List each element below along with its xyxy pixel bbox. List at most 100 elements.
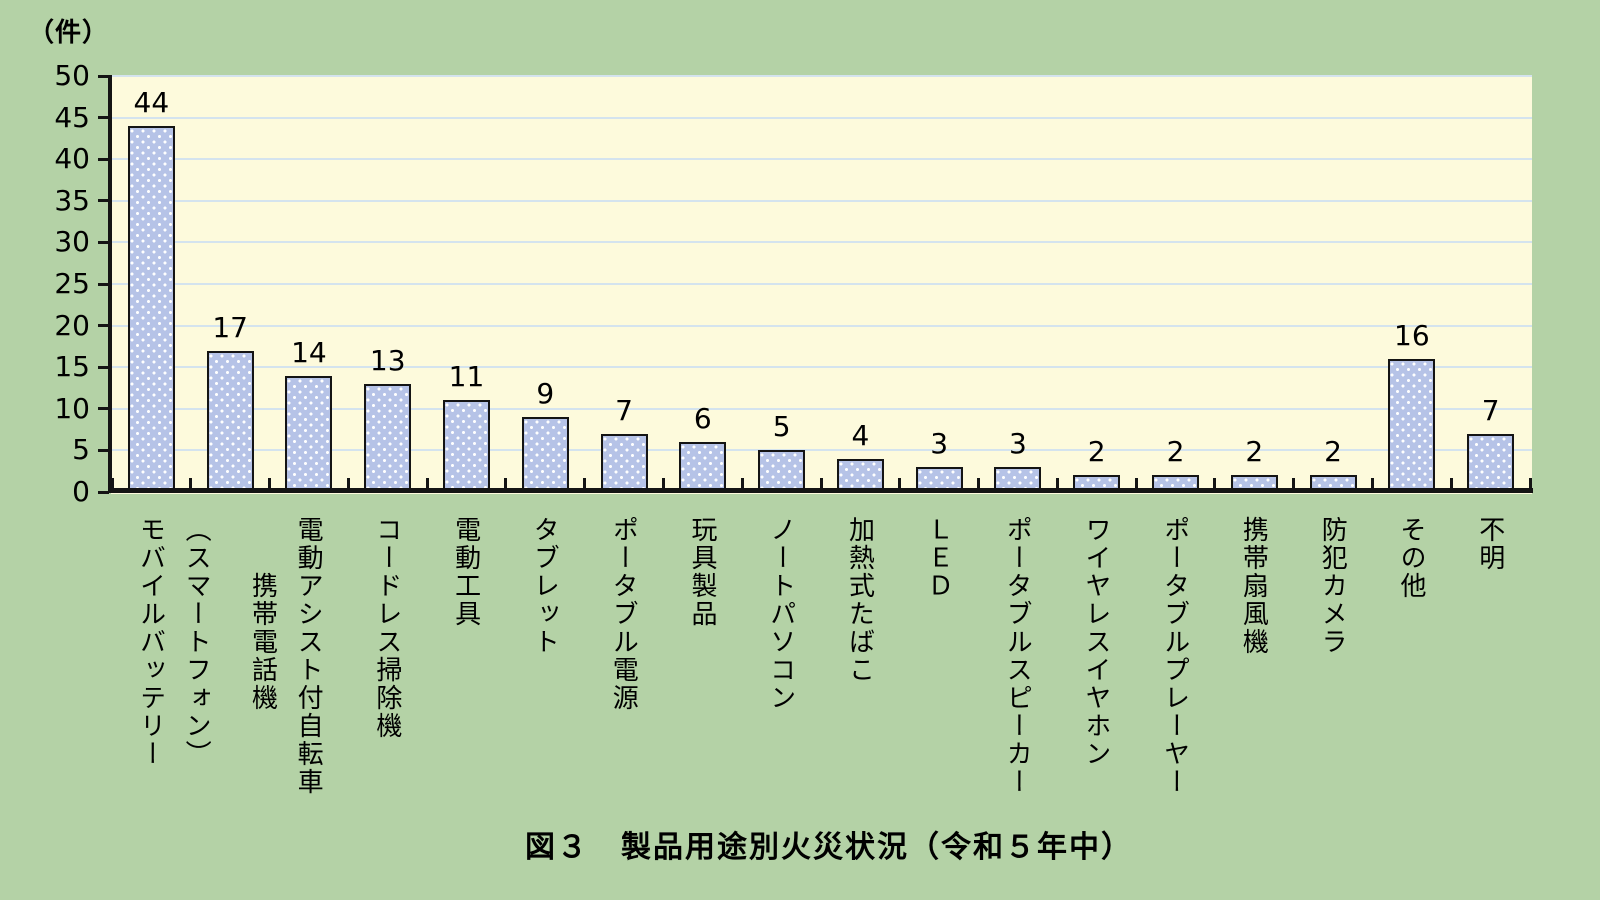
category-label-text: 電動アシスト付自転車	[294, 516, 325, 796]
y-tick-35	[98, 199, 109, 203]
category-label-text: 防犯カメラ	[1318, 516, 1349, 656]
category-label-0: モバイルバッテリー	[112, 516, 191, 768]
bar-value-label-15: 2	[1324, 435, 1342, 469]
gridline-5	[111, 449, 1532, 452]
bar-value-label-3: 13	[369, 343, 406, 377]
y-tick-30	[98, 240, 109, 244]
category-label-14: 携帯扇風機	[1215, 516, 1294, 656]
bar-value-label-2: 14	[291, 335, 327, 369]
x-tick-12	[1055, 478, 1059, 488]
y-tick-label-45: 45	[54, 100, 90, 134]
bar-value-label-16: 16	[1394, 318, 1430, 352]
category-label-text: 不明	[1475, 516, 1506, 572]
bar-value-label-17: 7	[1481, 393, 1500, 427]
category-label-7: 玩具製品	[663, 516, 742, 628]
y-tick-10	[98, 407, 109, 411]
bar-value-label-0: 44	[133, 85, 170, 119]
category-label-9: 加熱式たばこ	[821, 516, 900, 684]
bar-6	[600, 433, 648, 492]
x-tick-14	[1213, 478, 1217, 488]
bar-value-label-6: 7	[615, 393, 633, 427]
category-label-6: ポータブル電源	[585, 516, 664, 712]
category-label-2: 電動アシスト付自転車	[270, 516, 349, 796]
category-label-1: 携帯電話機 （スマートフォン）	[182, 516, 278, 768]
x-tick-7	[661, 478, 665, 488]
bar-17	[1467, 433, 1515, 492]
gridline-40	[111, 158, 1532, 161]
y-tick-25	[98, 282, 109, 286]
category-label-text: 携帯扇風機	[1239, 516, 1270, 656]
category-label-13: ポータブルプレーヤー	[1136, 516, 1215, 796]
gridline-20	[111, 324, 1532, 327]
x-tick-1	[189, 478, 193, 488]
x-tick-13	[1134, 478, 1138, 488]
bar-value-label-12: 2	[1087, 435, 1106, 469]
bar-5	[521, 417, 569, 492]
y-tick-15	[98, 365, 109, 369]
bar-3	[364, 383, 412, 492]
y-tick-label-10: 10	[54, 391, 90, 425]
category-label-text: 携帯電話機 （スマートフォン）	[182, 516, 279, 768]
category-label-text: タブレット	[530, 516, 561, 656]
y-tick-label-25: 25	[54, 267, 90, 300]
x-tick-10	[898, 478, 902, 488]
x-axis-line	[108, 488, 1533, 493]
category-label-17: 不明	[1451, 516, 1530, 572]
category-label-15: 防犯カメラ	[1294, 516, 1373, 656]
y-tick-50	[98, 74, 109, 78]
y-tick-label-5: 5	[72, 433, 90, 467]
bar-value-label-14: 2	[1245, 435, 1264, 469]
bar-4	[443, 400, 490, 492]
y-tick-label-0: 0	[72, 475, 90, 508]
y-axis-unit-label: （件）	[28, 17, 110, 47]
y-tick-45	[98, 116, 109, 120]
category-label-3: コードレス掃除機	[348, 516, 427, 740]
category-label-11: ポータブルスピーカー	[979, 516, 1058, 796]
x-tick-5	[504, 478, 508, 488]
x-tick-4	[425, 478, 429, 488]
y-tick-label-35: 35	[54, 183, 90, 217]
y-tick-20	[98, 324, 109, 328]
category-label-text: ポータブルスピーカー	[1003, 516, 1034, 796]
category-label-8: ノートパソコン	[742, 516, 821, 712]
chart-title: 図３ 製品用途別火災状況（令和５年中）	[525, 831, 1133, 864]
category-label-text: ワイヤレスイヤホン	[1081, 516, 1112, 768]
gridline-35	[111, 199, 1532, 202]
bar-value-label-11: 3	[1009, 427, 1027, 461]
x-tick-18	[1528, 478, 1532, 488]
category-label-text: ポータブルプレーヤー	[1160, 516, 1191, 796]
bar-11	[994, 467, 1042, 492]
y-tick-label-20: 20	[54, 308, 90, 342]
bar-2	[285, 375, 333, 492]
y-tick-label-40: 40	[54, 142, 90, 176]
x-tick-2	[268, 478, 272, 488]
category-label-text: ノートパソコン	[766, 516, 797, 712]
y-tick-label-15: 15	[54, 350, 90, 384]
x-tick-16	[1370, 478, 1374, 488]
bar-9	[836, 458, 884, 492]
x-tick-8	[740, 478, 744, 488]
x-tick-3	[346, 478, 350, 488]
x-tick-9	[819, 478, 823, 488]
category-label-16: その他	[1372, 516, 1451, 600]
bar-value-label-13: 2	[1166, 435, 1185, 469]
category-label-text: 加熱式たばこ	[845, 516, 876, 684]
bar-value-label-9: 4	[851, 418, 870, 452]
bar-8	[758, 450, 806, 492]
gridline-45	[111, 116, 1532, 119]
category-label-5: タブレット	[506, 516, 585, 656]
category-label-text: モバイルバッテリー	[136, 516, 167, 768]
x-tick-11	[977, 478, 981, 488]
bar-value-label-10: 3	[930, 427, 949, 461]
category-label-12: ワイヤレスイヤホン	[1057, 516, 1136, 768]
bar-value-label-7: 6	[693, 402, 712, 436]
x-tick-0	[110, 478, 114, 488]
x-tick-6	[583, 478, 587, 488]
bar-value-label-5: 9	[536, 377, 555, 411]
category-label-text: 電動工具	[451, 516, 482, 628]
bar-13	[1152, 475, 1199, 492]
y-tick-5	[98, 448, 109, 452]
category-label-text: その他	[1396, 516, 1427, 600]
gridline-10	[111, 407, 1532, 410]
